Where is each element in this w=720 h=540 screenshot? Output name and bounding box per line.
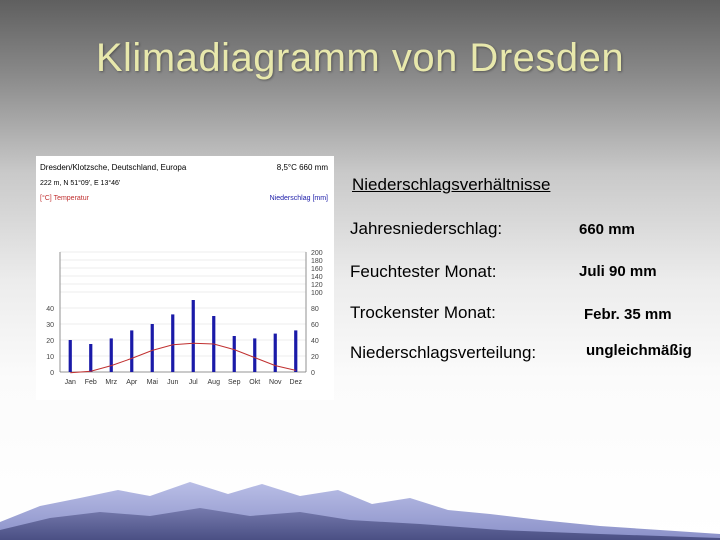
annual-precipitation-label: Jahresniederschlag:	[350, 219, 503, 238]
rain-tick-label: 180	[311, 258, 323, 265]
month-label: Jan	[65, 379, 76, 386]
month-label: Jun	[167, 379, 178, 386]
precipitation-bar	[130, 330, 134, 372]
chart-station: Dresden/Klotzsche, Deutschland, Europa	[40, 163, 187, 172]
climate-chart: Dresden/Klotzsche, Deutschland, Europa 8…	[36, 156, 334, 400]
rain-tick-label: 160	[311, 266, 323, 273]
precipitation-bar	[89, 344, 93, 372]
rain-tick-label: 200	[311, 250, 323, 257]
month-label: Sep	[228, 379, 241, 386]
slide-title: Klimadiagramm von Dresden	[95, 36, 625, 80]
month-label: Dez	[290, 379, 303, 386]
month-label: Aug	[208, 379, 221, 386]
wettest-month-label: Feuchtester Monat:	[350, 262, 497, 281]
temperature-line	[70, 342, 296, 374]
precipitation-bar	[232, 336, 236, 372]
precipitation-bar	[294, 330, 298, 372]
legend-precipitation: Niederschlag [mm]	[270, 195, 328, 202]
month-label: Okt	[249, 379, 260, 386]
month-label: Mai	[147, 379, 159, 386]
month-label: Mrz	[105, 379, 117, 386]
rain-tick-label: 140	[311, 274, 323, 281]
annual-precipitation-value: 660 mm	[579, 221, 635, 238]
rain-tick-label: 100	[311, 290, 323, 297]
rain-tick-label: 120	[311, 282, 323, 289]
chart-coords: 222 m, N 51°09', E 13°46'	[40, 179, 120, 187]
precipitation-bar	[191, 300, 195, 372]
precipitation-bar	[109, 338, 113, 372]
chart-summary: 8,5°C 660 mm	[277, 163, 329, 172]
precipitation-bar	[253, 338, 257, 372]
temp-tick-label: 40	[46, 306, 54, 313]
rain-tick-label: 40	[311, 338, 319, 345]
distribution-label: Niederschlagsverteilung:	[350, 343, 537, 362]
rain-tick-label: 20	[311, 354, 319, 361]
precipitation-heading: Niederschlagsverhältnisse	[352, 175, 551, 194]
rain-tick-label: 0	[311, 370, 315, 377]
month-label: Nov	[269, 379, 282, 386]
climate-chart-svg: Dresden/Klotzsche, Deutschland, Europa 8…	[40, 163, 329, 386]
mountain-backdrop	[0, 482, 720, 540]
wettest-month-value: Juli 90 mm	[579, 263, 657, 280]
month-label: Feb	[85, 379, 97, 386]
temp-tick-label: 30	[46, 322, 54, 329]
precipitation-bar	[171, 314, 175, 372]
precipitation-bar	[68, 340, 72, 372]
legend-temperature: [°C] Temperatur	[40, 194, 90, 202]
temp-tick-label: 0	[50, 370, 54, 377]
month-label: Jul	[189, 379, 198, 386]
driest-month-label: Trockenster Monat:	[350, 303, 496, 322]
distribution-value: ungleichmäßig	[586, 342, 692, 359]
temp-tick-label: 10	[46, 354, 54, 361]
rain-tick-label: 60	[311, 322, 319, 329]
driest-month-value: Febr. 35 mm	[584, 306, 672, 323]
month-label: Apr	[126, 379, 138, 386]
precipitation-bar	[273, 333, 277, 372]
precipitation-bar	[150, 324, 154, 372]
rain-tick-label: 80	[311, 306, 319, 313]
temp-tick-label: 20	[46, 338, 54, 345]
